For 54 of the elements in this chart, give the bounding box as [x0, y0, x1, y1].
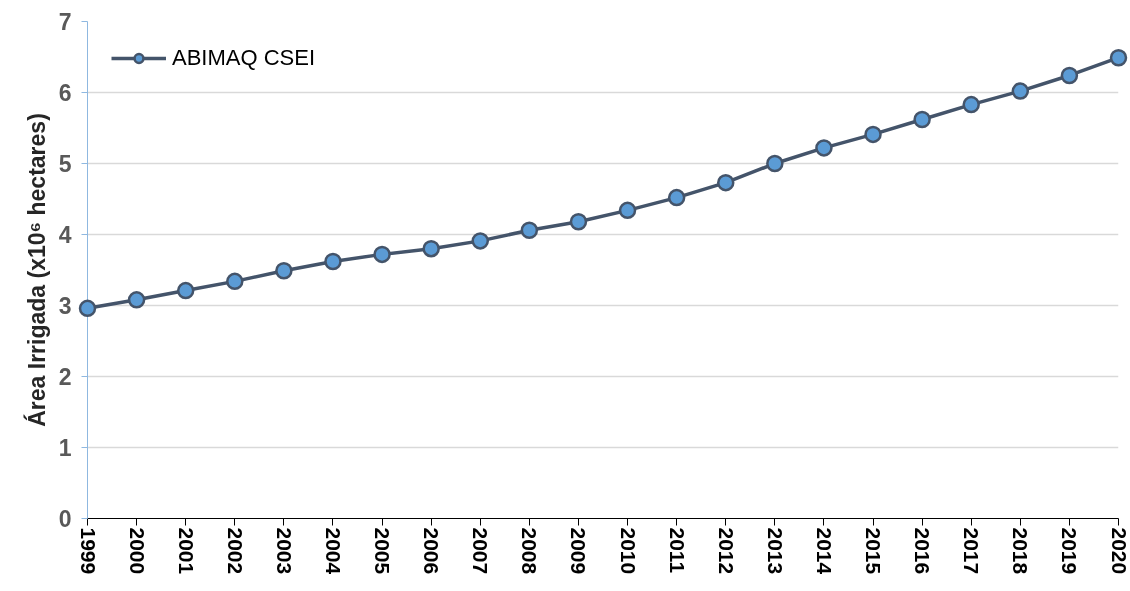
point [569, 212, 588, 231]
x-tick-label: 2013 [763, 527, 787, 575]
x-tick-label: 2017 [960, 527, 984, 575]
x-tick-label: 2019 [1058, 527, 1082, 575]
point [176, 281, 195, 300]
point [226, 272, 244, 291]
x-tick-label: 2018 [1009, 527, 1033, 575]
point [962, 95, 980, 114]
x-tick-label: 2016 [911, 527, 935, 575]
y-tick-label: 0 [58, 506, 72, 532]
point [864, 125, 882, 144]
x-tick-label: 2008 [518, 527, 542, 575]
point [815, 139, 833, 157]
point [913, 110, 931, 129]
point [471, 232, 490, 250]
x-tick-label: 2011 [665, 527, 689, 574]
point [78, 299, 97, 318]
point [716, 173, 735, 192]
x-tick-label: 2007 [469, 527, 493, 575]
x-tick-label: 2012 [714, 527, 738, 575]
y-tick-label: 5 [58, 151, 72, 177]
x-tick-label: 2014 [812, 527, 836, 575]
x-tick-label: 2015 [862, 527, 886, 575]
x-tick-label: 1999 [76, 527, 100, 575]
x-tick-label: 2002 [223, 527, 247, 575]
point [373, 245, 391, 264]
point [324, 252, 342, 271]
point [618, 201, 637, 220]
x-tick-label: 2000 [125, 527, 149, 575]
x-tick-label: 2009 [567, 527, 591, 575]
y-tick-label: 2 [58, 364, 72, 390]
x-tick-label: 2020 [1107, 527, 1130, 575]
point [1060, 66, 1079, 85]
y-tick-label: 6 [58, 80, 72, 106]
point [1011, 82, 1030, 100]
point [1109, 48, 1128, 67]
x-tick-label: 2003 [272, 527, 296, 575]
point [667, 188, 686, 207]
x-tick-label: 2010 [616, 527, 640, 575]
x-tick-label: 2001 [174, 527, 198, 575]
point [422, 239, 440, 258]
x-tick-label: 2004 [321, 527, 345, 575]
legend-label: ABIMAQ CSEI [172, 45, 316, 71]
point [275, 261, 293, 280]
point [520, 221, 539, 239]
point [766, 154, 784, 173]
point [127, 291, 146, 309]
y-tick-label: 4 [58, 222, 72, 248]
y-axis-title: Área Irrigada (x10⁶ hectares) [22, 113, 50, 427]
y-tick-label: 1 [58, 435, 72, 461]
x-tick-label: 2005 [371, 527, 395, 575]
y-tick-label: 3 [58, 293, 72, 319]
y-tick-label: 7 [58, 9, 72, 35]
x-tick-label: 2006 [420, 527, 444, 575]
